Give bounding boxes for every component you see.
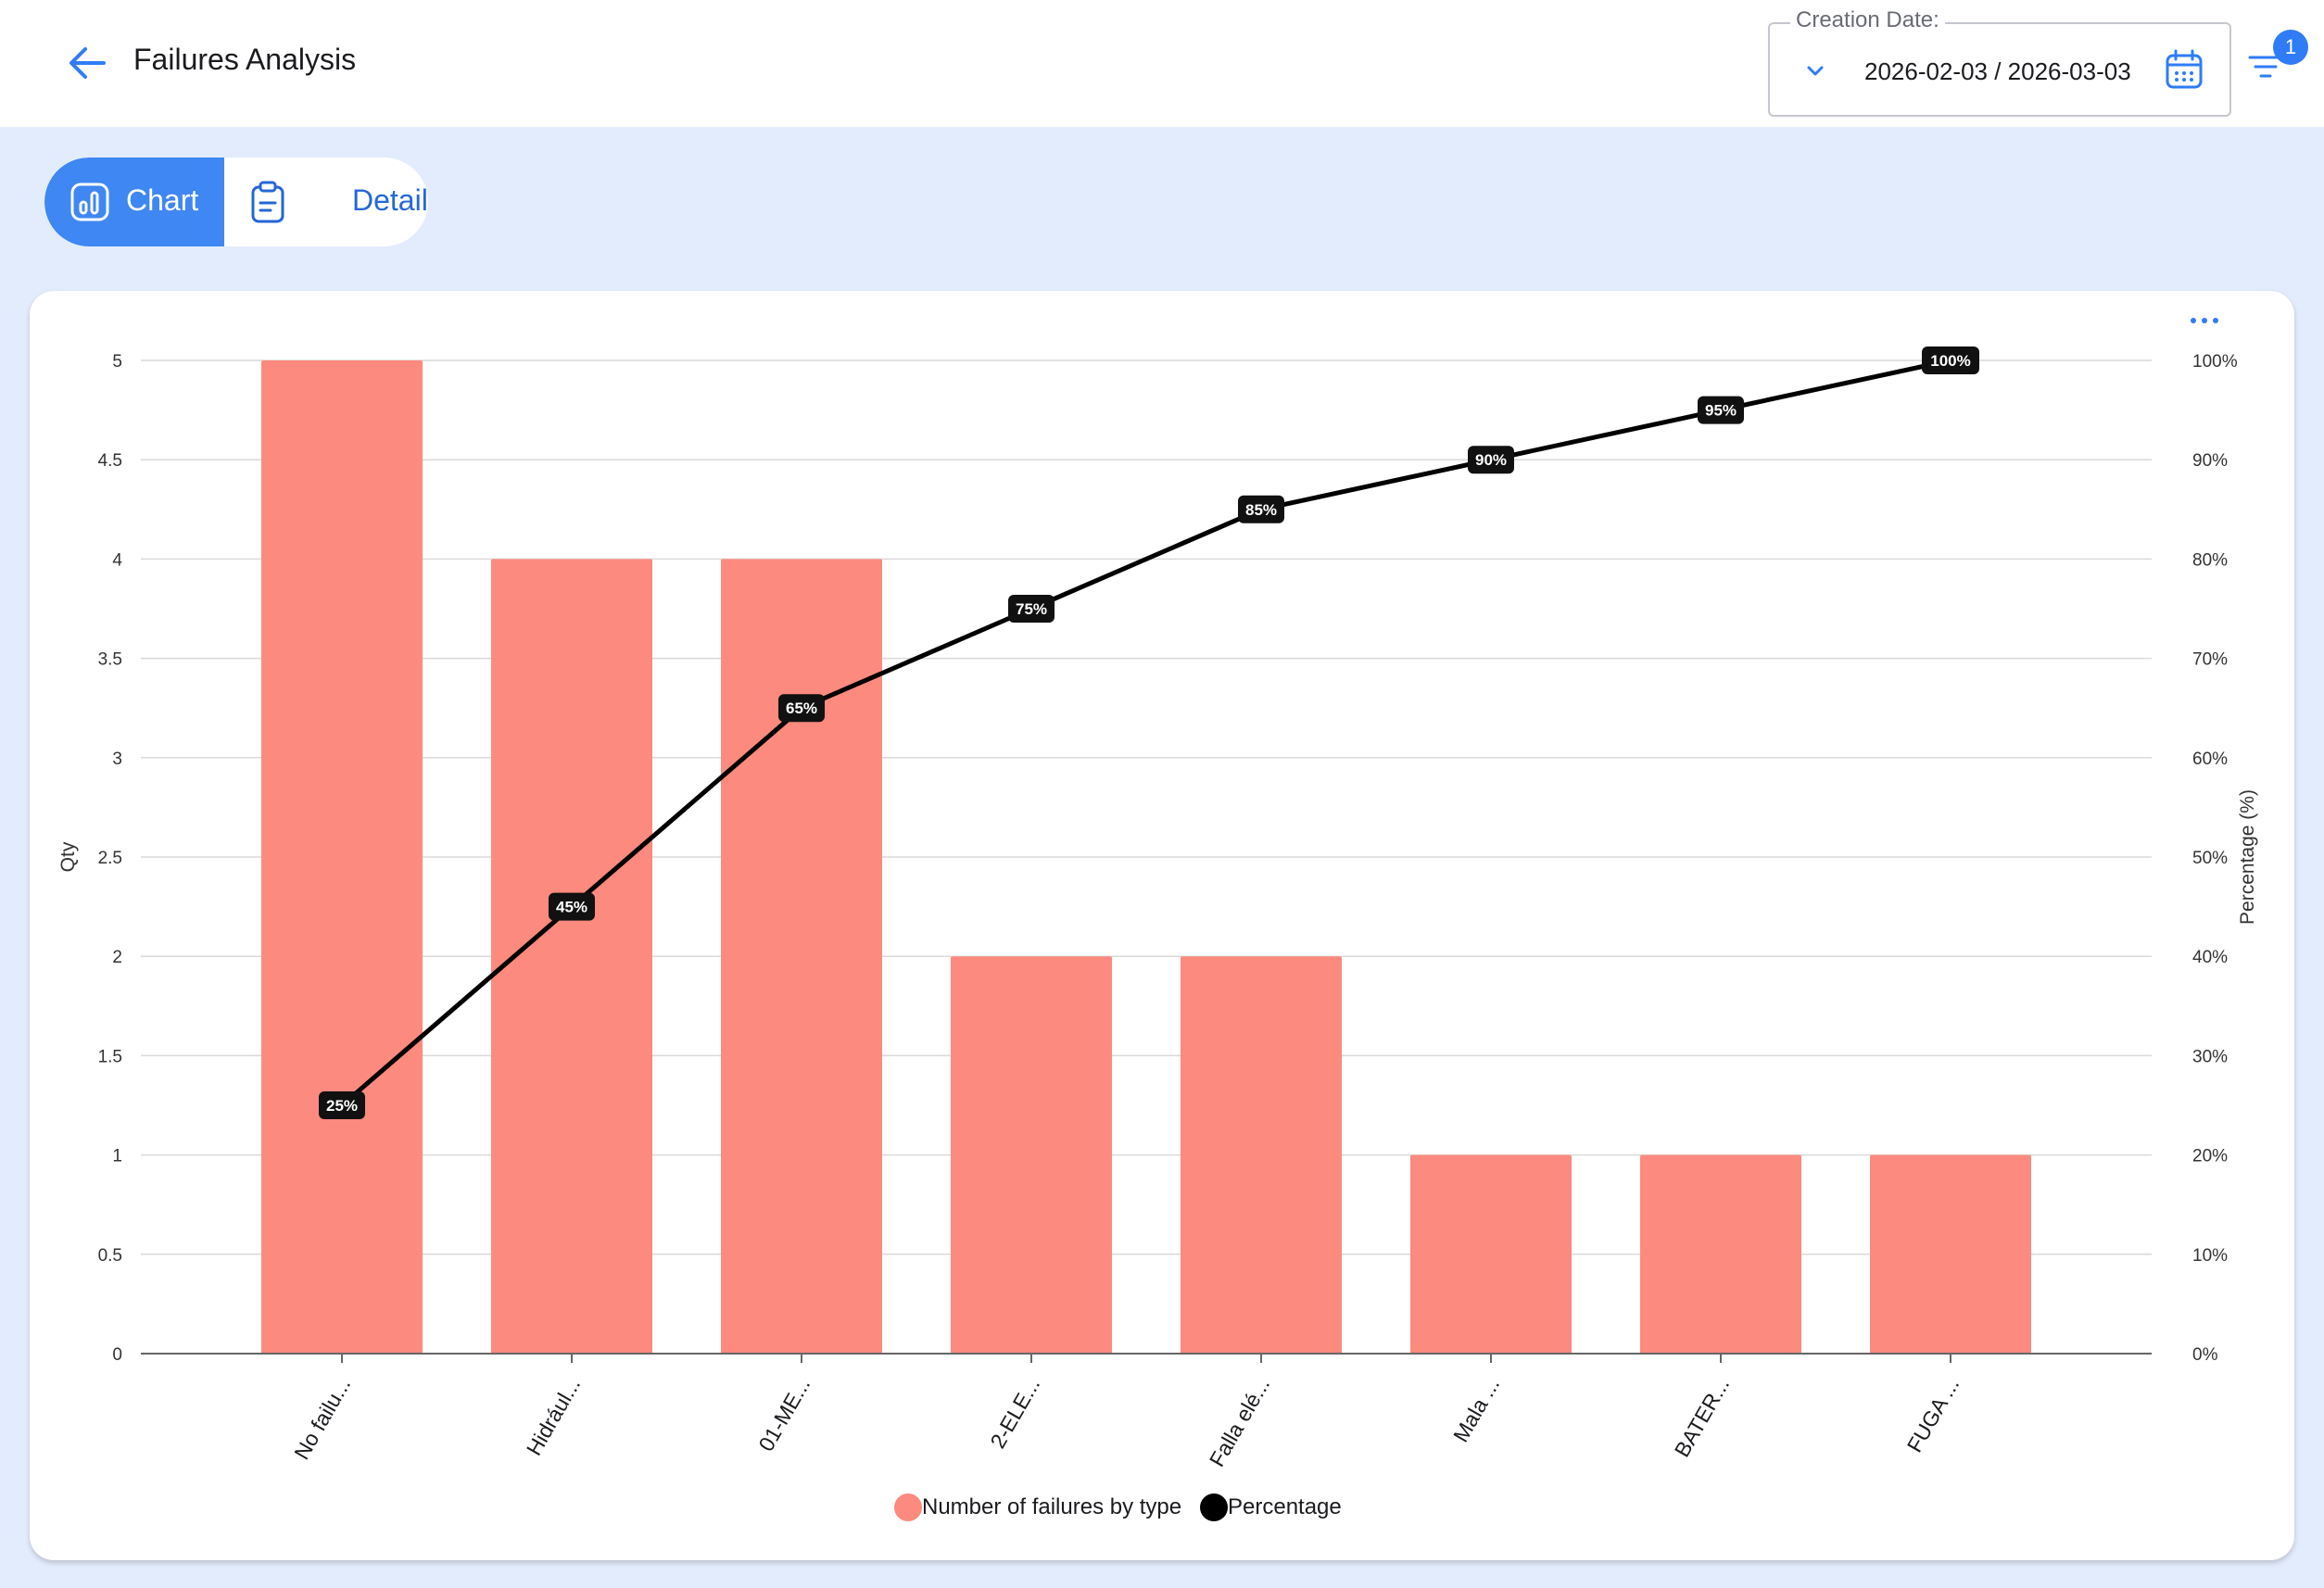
tab-details[interactable]: Details: [224, 158, 428, 246]
x-tick-label: No failu...: [289, 1374, 355, 1464]
view-toggle: Chart Details: [44, 158, 428, 246]
y-right-tick-label: 30%: [2192, 1047, 2228, 1066]
data-label-box: [1922, 347, 1979, 374]
y-right-tick-label: 90%: [2192, 451, 2228, 471]
x-tick-label: Mala ...: [1448, 1374, 1504, 1446]
x-tick-label: FUGA ...: [1902, 1374, 1964, 1456]
data-label-box: [549, 892, 595, 921]
tab-details-label: Details: [352, 183, 428, 217]
date-filter-label: Creation Date:: [1790, 7, 1945, 33]
tab-chart[interactable]: Chart: [44, 158, 224, 246]
data-label-box: [1698, 396, 1744, 424]
data-label-box: [1008, 595, 1055, 623]
data-label-box: [1238, 495, 1284, 523]
y-right-tick-label: 50%: [2192, 849, 2228, 868]
y-right-tick-label: 10%: [2192, 1246, 2228, 1266]
data-label: 65%: [786, 699, 817, 717]
y-right-tick-label: 20%: [2192, 1147, 2228, 1166]
page-title: Failures Analysis: [133, 43, 357, 76]
top-bar: Failures Analysis Creation Date: 2026-02…: [0, 0, 2324, 127]
bar: [1640, 1154, 1801, 1354]
y-tick-label: 4: [112, 550, 122, 570]
y-tick-label: 1.5: [98, 1047, 122, 1066]
y-tick-label: 0: [112, 1345, 122, 1365]
data-label: 95%: [1705, 402, 1737, 420]
legend-swatch-failures: [894, 1493, 922, 1521]
data-label-box: [319, 1091, 365, 1119]
y-right-tick-label: 60%: [2192, 750, 2228, 769]
data-label: 90%: [1475, 451, 1507, 469]
bar: [951, 956, 1112, 1354]
data-label: 85%: [1245, 501, 1277, 519]
data-label-box: [778, 694, 825, 723]
data-label: 75%: [1016, 600, 1047, 618]
y-right-tick-label: 70%: [2192, 650, 2228, 670]
y-right-tick-label: 100%: [2192, 352, 2238, 372]
calendar-icon[interactable]: [2163, 48, 2205, 93]
x-tick-label: Falla elé...: [1205, 1374, 1275, 1471]
y-right-tick-label: 40%: [2192, 948, 2228, 967]
x-tick-label: 2-ELE...: [985, 1374, 1044, 1453]
y-tick-label: 1: [112, 1147, 122, 1166]
bar: [1181, 956, 1342, 1354]
bar: [1870, 1154, 2031, 1354]
data-label: 45%: [556, 899, 587, 916]
chevron-down-icon[interactable]: [1801, 57, 1829, 85]
bar: [491, 559, 652, 1354]
y-tick-label: 5: [112, 352, 122, 372]
tab-chart-label: Chart: [126, 183, 199, 217]
creation-date-filter[interactable]: Creation Date: 2026-02-03 / 2026-03-03: [1768, 7, 2231, 117]
y-right-tick-label: 0%: [2192, 1345, 2218, 1365]
x-tick-label: Hidrául...: [522, 1374, 586, 1460]
y-tick-label: 3.5: [98, 650, 122, 670]
back-arrow-icon[interactable]: [63, 41, 113, 85]
bar: [261, 360, 423, 1354]
legend-label-percentage: Percentage: [1228, 1494, 1342, 1519]
legend-swatch-percentage: [1200, 1493, 1228, 1521]
y-tick-label: 2: [112, 948, 122, 967]
y-tick-label: 2.5: [98, 849, 122, 868]
more-options-icon[interactable]: [2185, 309, 2224, 332]
chart-icon: [69, 180, 111, 224]
data-label-box: [1468, 446, 1514, 474]
bar: [1410, 1154, 1572, 1354]
percentage-line: [340, 358, 1951, 1107]
y-axis-title: Qty: [57, 841, 79, 872]
x-tick-label: BATER...: [1670, 1374, 1735, 1462]
y-right-axis-title: Percentage (%): [2237, 789, 2258, 925]
y-right-tick-label: 80%: [2192, 550, 2228, 570]
y-tick-label: 3: [112, 750, 122, 769]
data-label: 100%: [1930, 352, 1970, 370]
clipboard-icon: [246, 180, 289, 224]
legend-label-failures: Number of failures by type: [922, 1494, 1182, 1519]
filter-count-badge: 1: [2273, 30, 2308, 65]
y-tick-label: 0.5: [98, 1246, 122, 1266]
data-label: 25%: [326, 1097, 358, 1115]
y-tick-label: 4.5: [98, 451, 122, 471]
date-range-value: 2026-02-03 / 2026-03-03: [1864, 57, 2131, 85]
bar: [721, 559, 882, 1354]
x-tick-label: 01-ME...: [753, 1374, 815, 1456]
